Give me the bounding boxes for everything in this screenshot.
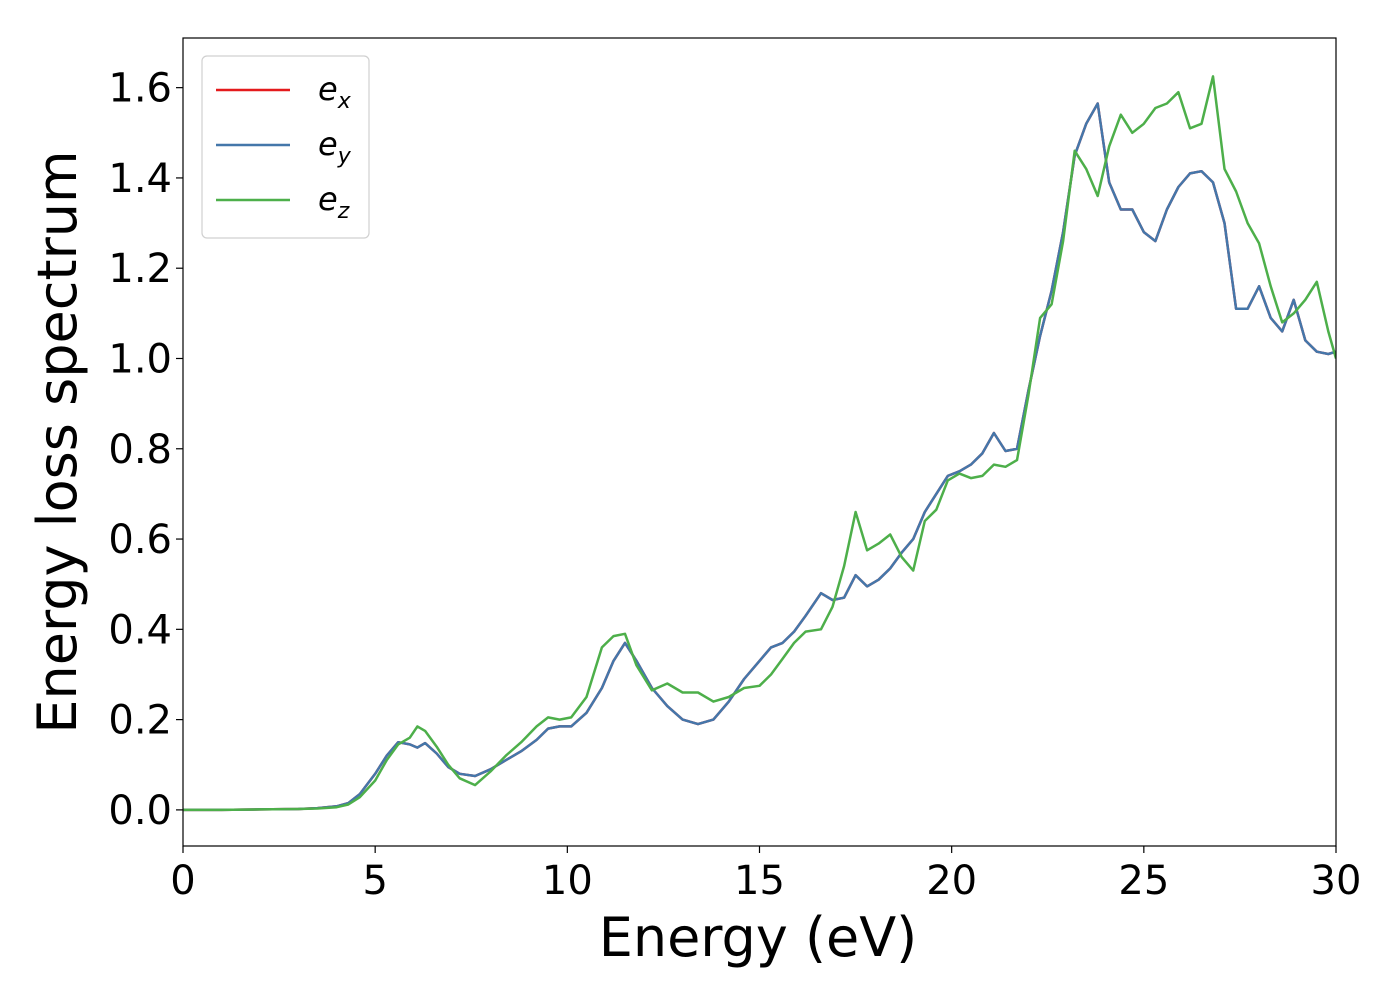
x-tick-label: 30 xyxy=(1311,858,1362,904)
y-tick-label: 0.2 xyxy=(108,698,172,744)
x-axis: 0 5 10 15 20 25 30 xyxy=(170,846,1361,904)
legend-box xyxy=(201,55,370,239)
series-line-z xyxy=(183,75,1336,812)
y-axis-title: Energy loss spectrum xyxy=(26,150,89,733)
plot-lines xyxy=(183,75,1336,812)
x-tick-label: 0 xyxy=(170,858,195,904)
y-tick-label: 0.4 xyxy=(108,607,172,653)
legend-label-y: ey xyxy=(318,125,352,169)
x-tick-label: 20 xyxy=(926,858,977,904)
y-tick-label: 1.6 xyxy=(108,66,172,112)
y-axis: 0.0 0.2 0.4 0.6 0.8 1.0 1.2 1.4 1.6 xyxy=(108,66,183,834)
y-tick-label: 0.6 xyxy=(108,517,172,563)
legend-label-z: ez xyxy=(318,180,350,224)
series-line-y xyxy=(183,102,1336,812)
y-tick-label: 0.8 xyxy=(108,427,172,473)
y-tick-label: 1.2 xyxy=(108,246,172,292)
x-tick-label: 25 xyxy=(1118,858,1169,904)
x-axis-title: Energy (eV) xyxy=(599,906,918,969)
legend: ex ey ez xyxy=(201,55,370,239)
y-tick-label: 1.0 xyxy=(108,336,172,382)
x-tick-label: 10 xyxy=(542,858,593,904)
legend-label-x: ex xyxy=(318,70,352,114)
x-tick-label: 5 xyxy=(362,858,387,904)
y-tick-label: 1.4 xyxy=(108,156,172,202)
x-tick-label: 15 xyxy=(734,858,785,904)
y-tick-label: 0.0 xyxy=(108,788,172,834)
